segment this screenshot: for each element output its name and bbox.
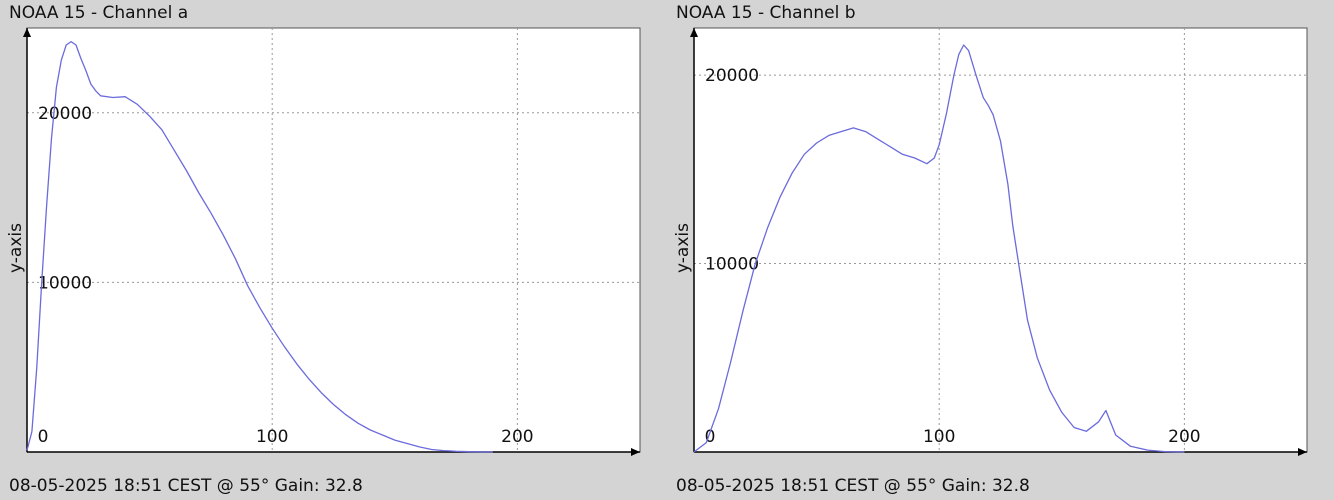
series-line <box>26 40 493 453</box>
chart-caption-a: 08-05-2025 18:51 CEST @ 55° Gain: 32.8 <box>9 476 363 496</box>
chart-b: 0 100 200 10000 20000 y-axis <box>673 27 1308 456</box>
y-axis-arrow <box>690 28 698 37</box>
x-tick-label: 200 <box>501 427 533 447</box>
x-tick-label: 0 <box>38 427 49 447</box>
x-tick-label: 100 <box>256 427 288 447</box>
chart-caption-b: 08-05-2025 18:51 CEST @ 55° Gain: 32.8 <box>676 476 1030 496</box>
y-axis-label: y-axis <box>6 223 26 273</box>
x-tick-label: 200 <box>1168 427 1200 447</box>
y-tick-label: 20000 <box>705 66 759 86</box>
chart-a: 0 100 200 10000 20000 y-axis <box>6 27 641 456</box>
chart-panel-b: NOAA 15 - Channel b 0 100 200 10000 20000 y-a… <box>667 0 1334 500</box>
y-tick-label: 10000 <box>38 273 92 293</box>
series-line <box>693 44 1185 453</box>
x-axis-arrow <box>631 448 640 456</box>
y-axis-arrow <box>23 28 31 37</box>
chart-title-a: NOAA 15 - Channel a <box>9 3 189 23</box>
plot-area <box>26 27 641 453</box>
y-tick-label: 10000 <box>705 255 759 275</box>
y-tick-label: 20000 <box>38 104 92 124</box>
plot-area <box>693 27 1308 453</box>
chart-panel-a: NOAA 15 - Channel a 0 100 200 10000 20000 y-a… <box>6 3 641 496</box>
x-axis-arrow <box>1298 448 1307 456</box>
chart-title-b: NOAA 15 - Channel b <box>676 3 856 23</box>
x-tick-label: 100 <box>923 427 955 447</box>
y-axis-label: y-axis <box>673 223 693 273</box>
x-tick-label: 0 <box>705 427 716 447</box>
